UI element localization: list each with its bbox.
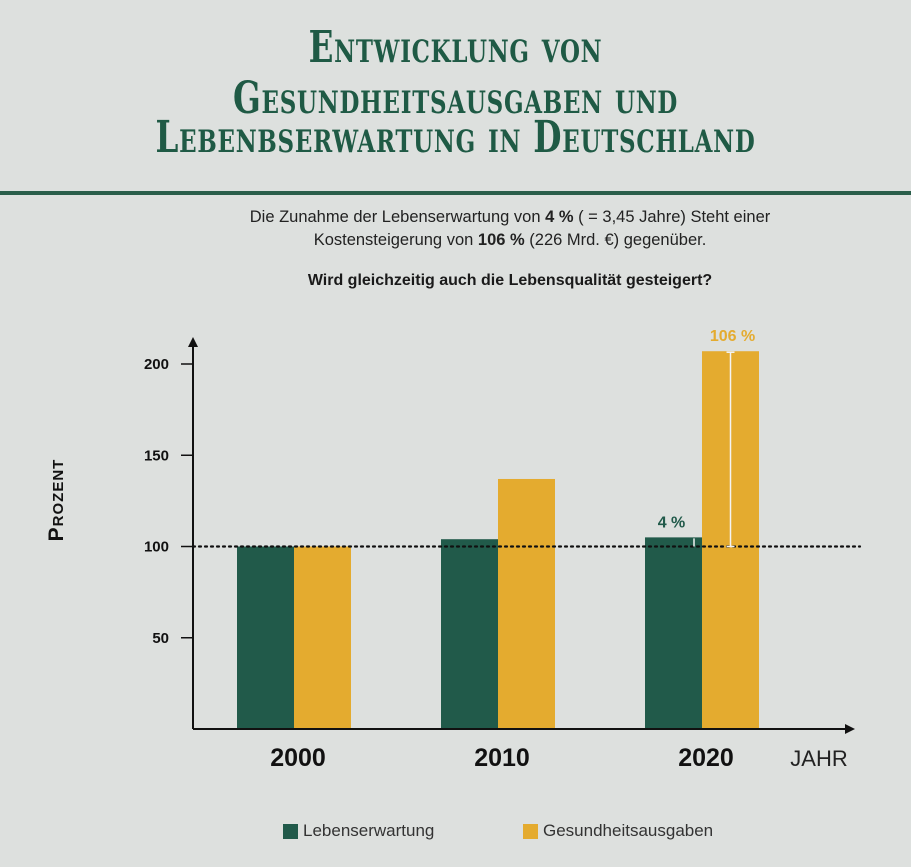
chart-title-line2: Lebenbserwartung in Deutschland xyxy=(155,112,756,163)
subtitle-line1: Die Zunahme der Lebenserwartung von 4 % … xyxy=(190,206,830,229)
subtitle-highlight: 4 % xyxy=(545,208,574,226)
chart-title-line1: Entwicklung von Gesundheitsausgaben und xyxy=(232,22,679,124)
subtitle-text: (226 Mrd. €) gegenüber. xyxy=(524,231,707,249)
subtitle-text: Die Zunahme der Lebenserwartung von xyxy=(249,208,546,226)
subtitle-highlight: 106 % xyxy=(477,231,525,249)
x-tick-label: 2000 xyxy=(270,744,326,772)
y-tick-label: 100 xyxy=(144,539,169,556)
legend-swatch xyxy=(523,823,538,839)
bar-gesundheitsausgaben-2000 xyxy=(294,546,351,729)
legend-label: Lebenserwartung xyxy=(303,821,435,840)
bar-lebenserwartung-2000 xyxy=(237,546,294,729)
subtitle-line2: Kostensteigerung von 106 % (226 Mrd. €) … xyxy=(190,229,830,252)
subtitle-text: ( = 3,45 Jahre) Steht einer xyxy=(573,208,771,226)
y-tick-label: 50 xyxy=(152,630,169,647)
y-tick-label: 150 xyxy=(144,447,169,464)
legend-item-gesundheitsausgaben: Gesundheitsausgaben xyxy=(523,821,713,841)
title-divider xyxy=(0,191,911,195)
legend-item-lebenserwartung: Lebenserwartung xyxy=(283,821,434,841)
x-axis-arrow xyxy=(845,724,855,734)
annotation-label: 4 % xyxy=(658,514,686,531)
y-axis-label: Prozent xyxy=(45,458,68,542)
x-axis-label: JAHR xyxy=(790,746,847,771)
chart-question: Wird gleichzeitig auch die Lebensqualitä… xyxy=(307,272,713,289)
y-tick-label: 200 xyxy=(144,356,169,373)
x-tick-label: 2020 xyxy=(678,744,734,772)
bar-lebenserwartung-2020 xyxy=(645,537,702,729)
annotation-label: 106 % xyxy=(710,328,755,345)
legend-label: Gesundheitsausgaben xyxy=(543,821,714,840)
y-axis-arrow xyxy=(188,337,198,347)
x-tick-label: 2010 xyxy=(474,744,530,772)
bar-gesundheitsausgaben-2010 xyxy=(498,478,555,729)
bar-lebenserwartung-2010 xyxy=(441,539,498,729)
subtitle-text: Kostensteigerung von xyxy=(313,231,478,249)
legend-swatch xyxy=(283,823,298,839)
